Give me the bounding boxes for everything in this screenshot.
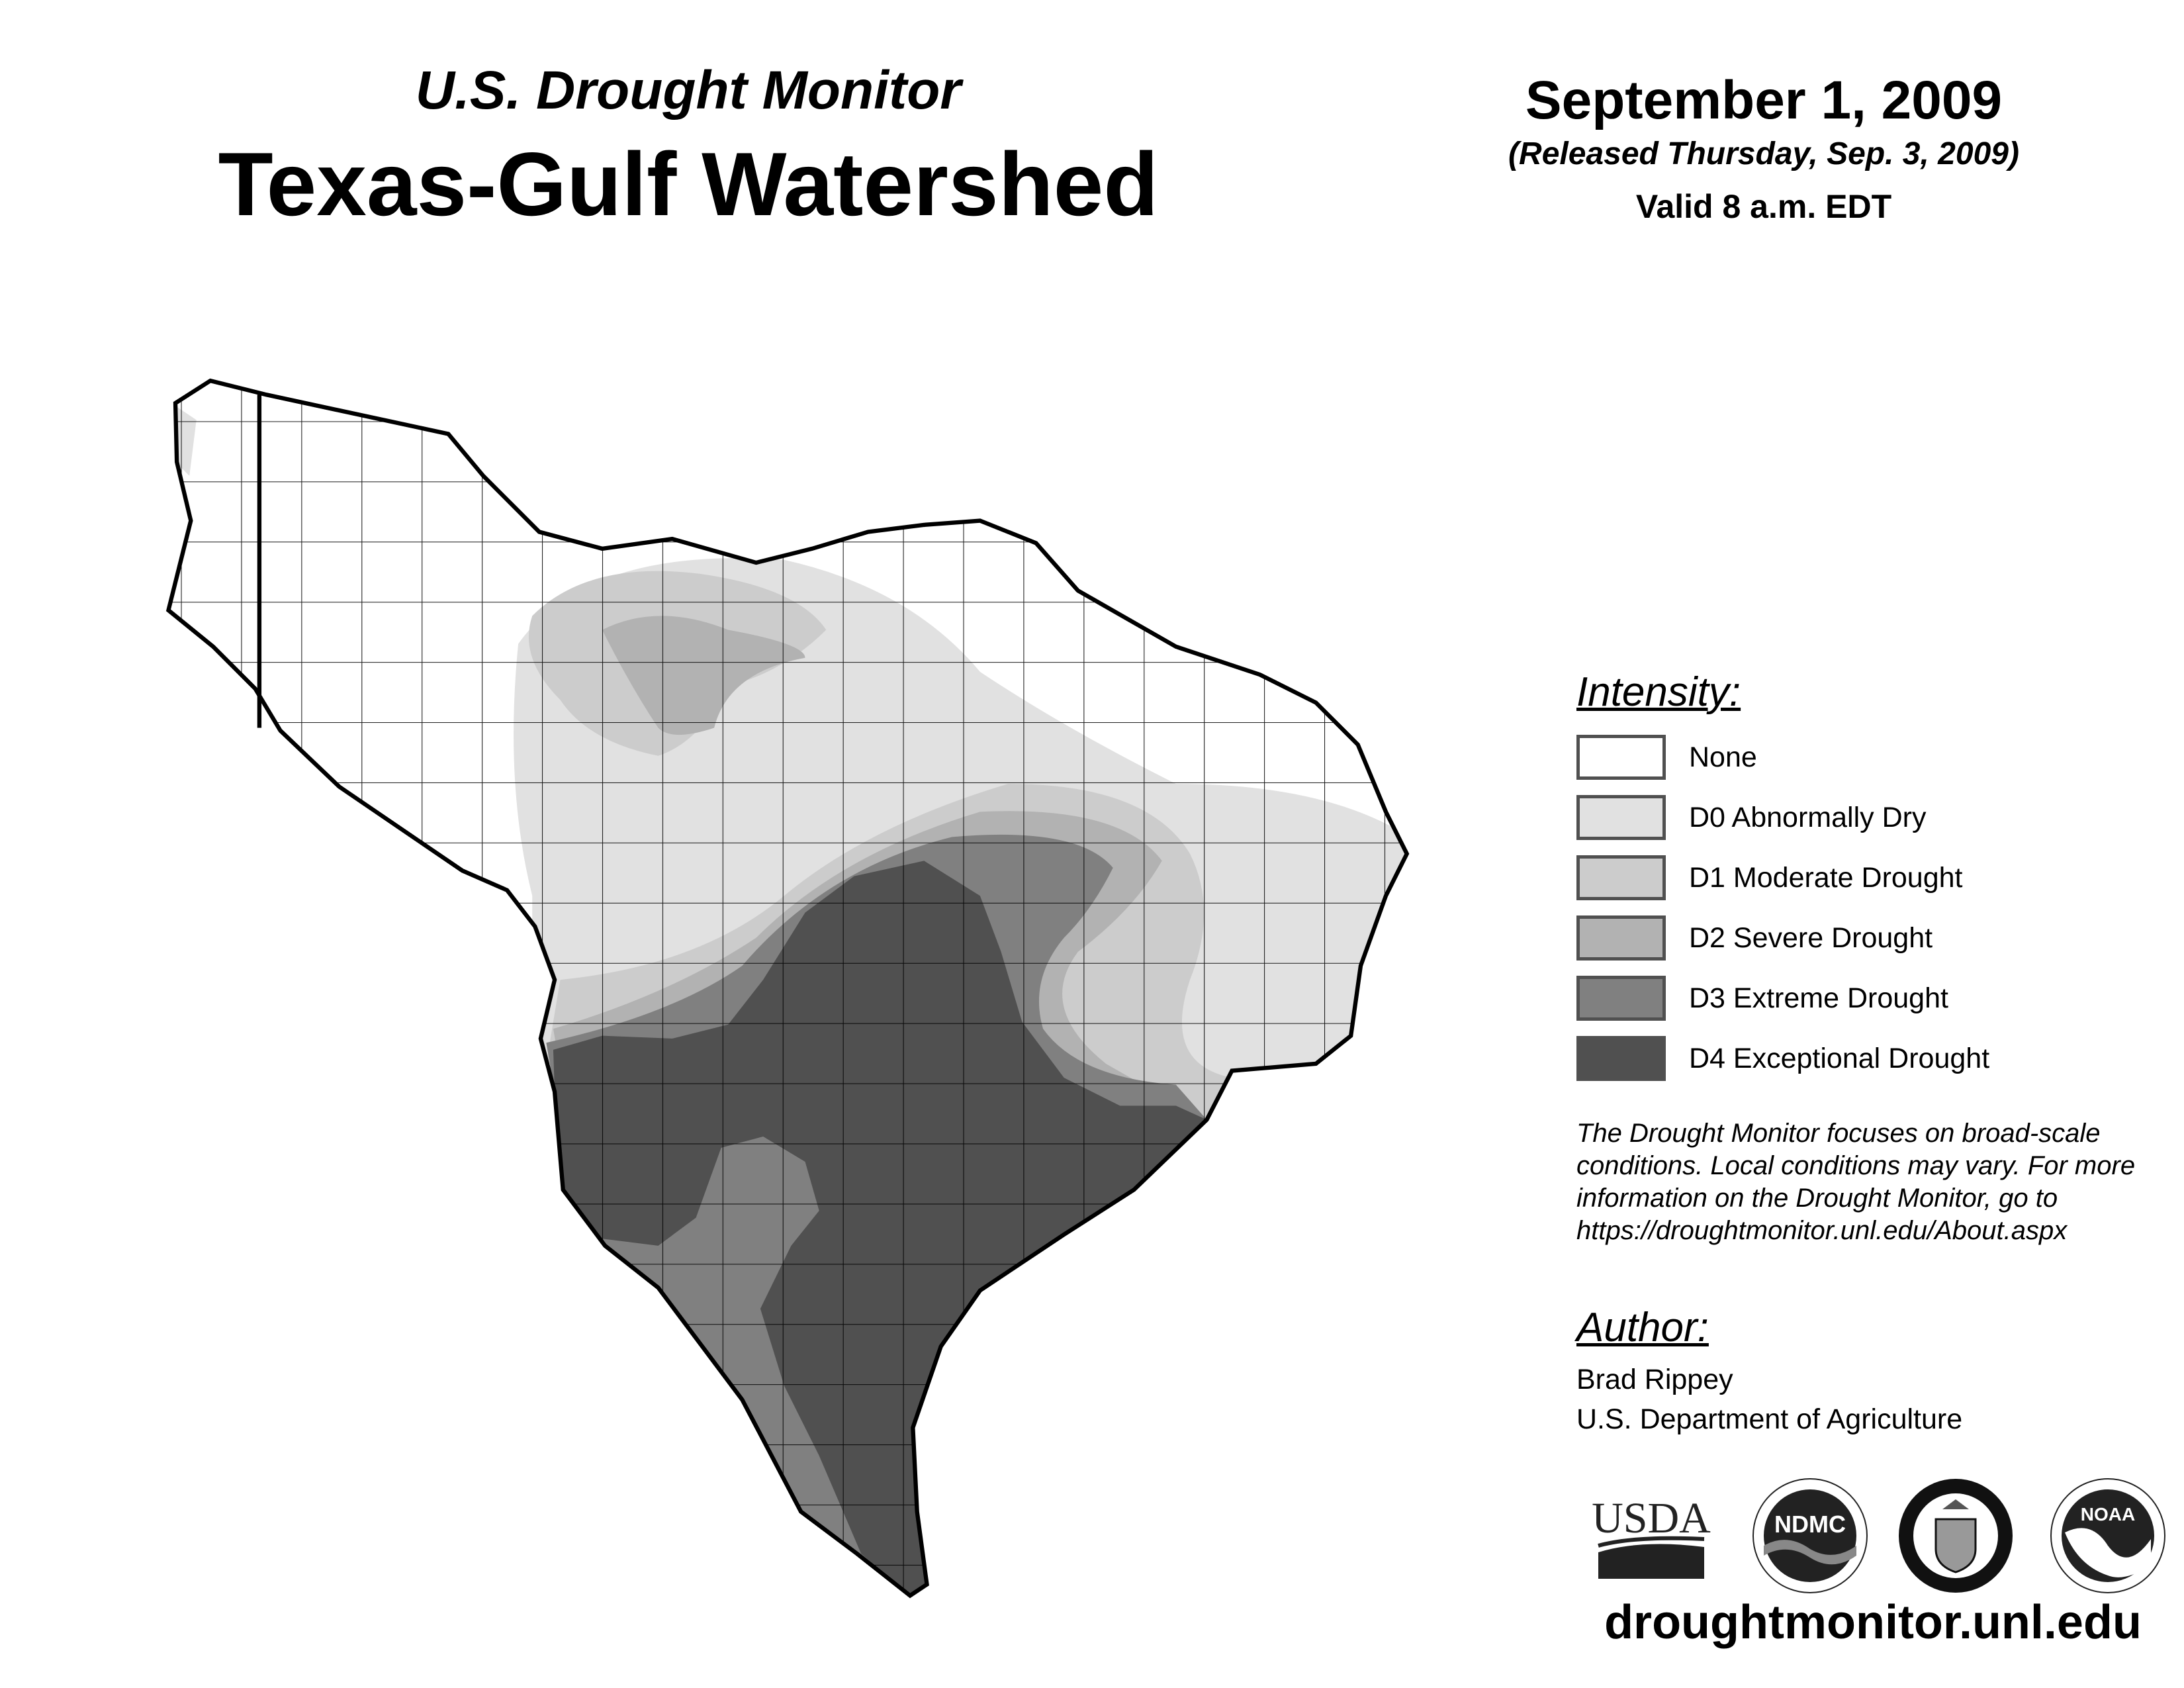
legend-swatch xyxy=(1576,1036,1666,1081)
map-date: September 1, 2009 xyxy=(1525,70,2003,130)
legend-label: D4 Exceptional Drought xyxy=(1689,1042,1990,1074)
legend-item-d0: D0 Abnormally Dry xyxy=(1576,795,1927,840)
legend-label: D0 Abnormally Dry xyxy=(1689,801,1927,833)
ndmc-logo: NDMC xyxy=(1752,1478,1868,1593)
legend-swatch xyxy=(1576,915,1666,961)
usda-logo: USDA xyxy=(1592,1494,1711,1579)
legend-swatch xyxy=(1576,976,1666,1021)
commerce-seal xyxy=(1899,1479,2013,1593)
legend-item-d2: D2 Severe Drought xyxy=(1576,915,1933,961)
legend-item-none: None xyxy=(1576,735,1757,780)
legend-item-d3: D3 Extreme Drought xyxy=(1576,976,1948,1021)
svg-text:NDMC: NDMC xyxy=(1774,1511,1846,1538)
svg-text:NOAA: NOAA xyxy=(2081,1504,2135,1524)
legend-swatch xyxy=(1576,855,1666,900)
legend-swatch xyxy=(1576,795,1666,840)
website-link[interactable]: droughtmonitor.unl.edu xyxy=(1604,1596,2142,1649)
svg-text:USDA: USDA xyxy=(1592,1494,1711,1542)
legend-title: Intensity: xyxy=(1576,669,1741,715)
valid-time: Valid 8 a.m. EDT xyxy=(1635,188,1892,225)
legend-item-d4: D4 Exceptional Drought xyxy=(1576,1036,1990,1081)
author-agency: U.S. Department of Agriculture xyxy=(1576,1403,1963,1435)
legend-item-d1: D1 Moderate Drought xyxy=(1576,855,1963,900)
author-name: Brad Rippey xyxy=(1576,1364,1733,1395)
noaa-logo: NOAA xyxy=(2050,1478,2165,1593)
map-subtitle: U.S. Drought Monitor xyxy=(415,60,962,120)
legend-label: D1 Moderate Drought xyxy=(1689,861,1963,894)
disclaimer-text: The Drought Monitor focuses on broad-sca… xyxy=(1576,1119,2136,1245)
legend-label: None xyxy=(1689,741,1757,773)
author-title: Author: xyxy=(1576,1305,1709,1350)
release-date: (Released Thursday, Sep. 3, 2009) xyxy=(1508,136,2019,171)
legend-label: D2 Severe Drought xyxy=(1689,921,1933,954)
legend-swatch xyxy=(1576,735,1666,780)
map-title: Texas-Gulf Watershed xyxy=(218,134,1159,234)
legend-label: D3 Extreme Drought xyxy=(1689,982,1948,1014)
